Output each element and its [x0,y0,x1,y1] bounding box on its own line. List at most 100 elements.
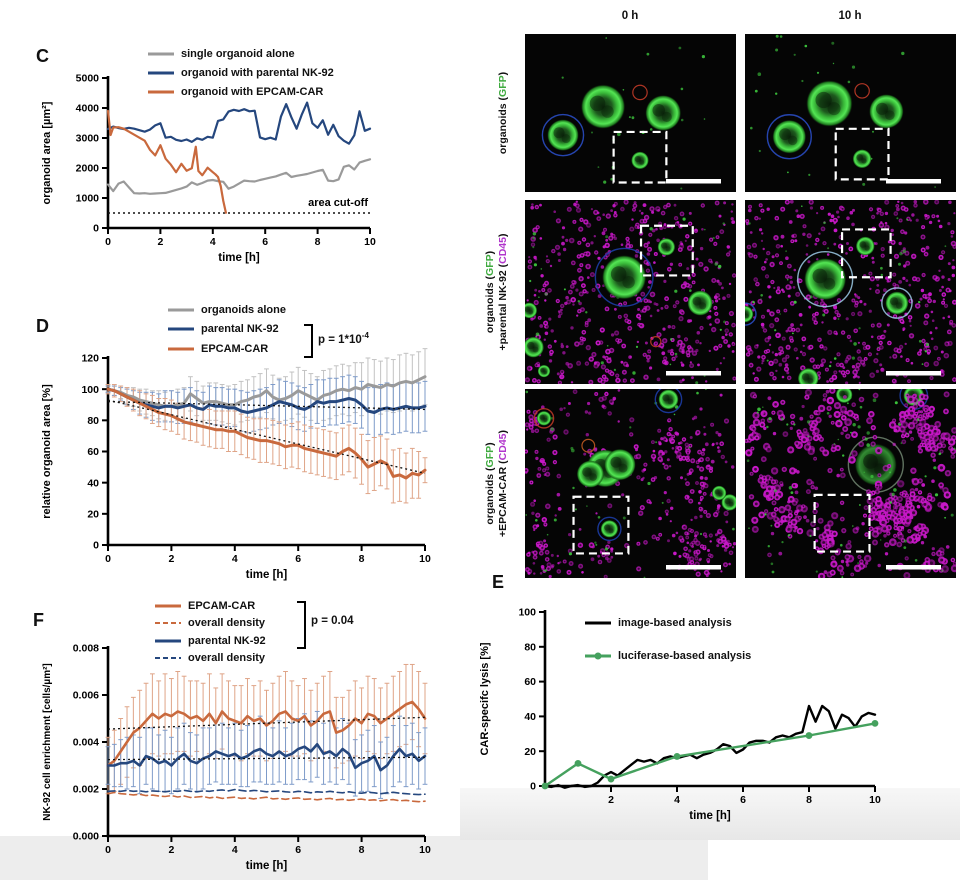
svg-text:0: 0 [93,540,99,552]
svg-text:time [h]: time [h] [246,860,288,872]
svg-text:0.002: 0.002 [73,784,99,796]
svg-text:100: 100 [81,384,99,396]
legend-label: EPCAM-CAR [201,342,269,355]
svg-text:80: 80 [87,415,99,427]
svg-text:time [h]: time [h] [218,252,260,264]
svg-text:120: 120 [81,353,99,365]
micro-image-parental-nk92-10h [745,200,956,384]
svg-text:10: 10 [419,844,431,856]
svg-text:20: 20 [524,746,536,758]
micro-image-epcam-car-10h [745,389,956,578]
legend-label: organoid with EPCAM-CAR [181,85,324,98]
legend-swatch-solid [585,652,611,659]
micro-image-organoids-10h [745,34,956,192]
micro-image-epcam-car-0h [525,389,736,578]
svg-text:2000: 2000 [76,163,100,175]
legend-swatch-solid [168,347,194,351]
svg-text:10: 10 [419,553,431,565]
legend-label: single organoid alone [181,47,295,60]
legend-label: organoid with parental NK-92 [181,66,334,79]
legend-swatch-solid [148,71,174,74]
legend-label: parental NK-92 [201,323,279,336]
svg-text:6: 6 [262,236,268,248]
legend-label: EPCAM-CAR [188,599,256,612]
micro-row-label-2: organoids (GFP) +parental NK-92 (CD45) [484,233,509,351]
legend-item: overall density [155,615,266,633]
legend-swatch-solid [155,639,181,643]
chart-relative-organoid-area: 0 20 40 60 80 100 120 0 2 4 6 8 10 time [h] relative o… [41,348,431,581]
panel-letter-f: F [33,610,44,630]
legend-item: single organoid alone [148,44,334,63]
svg-text:0: 0 [105,236,111,248]
chart-nk92-enrichment: 0.000 0.002 0.004 0.006 0.008 0 2 4 6 8 10 time [h]… [42,643,431,872]
svg-text:2: 2 [157,236,163,248]
svg-text:6: 6 [295,844,301,856]
legend-panel-f: EPCAM-CAR overall density parental NK-92 ov… [155,597,354,667]
svg-text:organoid area [µm²]: organoid area [µm²] [41,101,53,204]
p-value-label: p = 1*10-4 [318,330,369,346]
svg-text:3000: 3000 [76,133,100,145]
svg-text:CAR-specifc lysis [%]: CAR-specifc lysis [%] [479,642,491,755]
chart-car-specific-lysis: 0 20 40 60 80 100 2 4 6 8 10 time [h] CAR-specifc ly… [479,607,881,822]
svg-text:20: 20 [87,508,99,520]
page-gray-strip-left [0,836,708,880]
legend-swatch-solid [155,604,181,608]
legend-item: organoids alone [168,300,286,320]
legend-item: EPCAM-CAR [155,597,266,615]
legend-item: parental NK-92 [155,632,266,650]
svg-text:6: 6 [740,794,746,806]
legend-swatch-solid [585,621,611,624]
legend-swatch-solid [148,52,174,55]
legend-item: luciferase-based analysis [585,639,751,672]
svg-text:0: 0 [105,844,111,856]
legend-panel-e: image-based analysis luciferase-based ana… [585,606,751,672]
svg-text:8: 8 [359,553,365,565]
svg-text:time [h]: time [h] [246,569,288,581]
legend-item: organoid with parental NK-92 [148,63,334,82]
svg-text:0.008: 0.008 [73,643,99,655]
svg-text:80: 80 [524,641,536,653]
micro-col-header-0h: 0 h [621,10,639,22]
svg-text:0: 0 [105,553,111,565]
svg-text:40: 40 [87,477,99,489]
svg-text:0.006: 0.006 [73,690,99,702]
p-value-label: p = 0.04 [311,614,354,627]
legend-swatch-solid [168,327,194,331]
significance-bracket [304,323,313,358]
svg-text:4: 4 [674,794,680,806]
legend-label: overall density [188,617,266,630]
svg-text:5000: 5000 [76,73,100,85]
chart-organoid-area: 0 1000 2000 3000 4000 5000 0 2 4 6 8 10 time [h] orga… [41,73,376,264]
micro-row-label-3: organoids (GFP) +EPCAM-CAR (CD45) [484,429,509,538]
legend-swatch-solid [168,308,194,312]
legend-label: organoids alone [201,303,286,316]
svg-text:4: 4 [210,236,216,248]
legend-label: image-based analysis [618,616,732,629]
svg-text:60: 60 [524,676,536,688]
legend-panel-c: single organoid alone organoid with paren… [148,44,334,101]
svg-text:0.000: 0.000 [73,831,99,843]
svg-text:4: 4 [232,844,238,856]
svg-text:60: 60 [87,446,99,458]
legend-item: parental NK-92 [168,320,286,340]
svg-text:NK-92 cell enrichment [cells/µ: NK-92 cell enrichment [cells/µm²] [42,663,53,820]
svg-text:10: 10 [364,236,376,248]
micro-image-parental-nk92-0h [525,200,736,384]
micro-col-header-10h: 10 h [838,10,862,22]
svg-text:8: 8 [806,794,812,806]
svg-text:2: 2 [168,844,174,856]
micro-image-organoids-0h [525,34,736,192]
svg-text:100: 100 [518,607,536,619]
svg-text:relative organoid area [%]: relative organoid area [%] [41,384,53,519]
legend-swatch-dashed [155,657,181,660]
svg-text:2: 2 [168,553,174,565]
svg-text:time [h]: time [h] [689,810,731,822]
svg-text:8: 8 [359,844,365,856]
legend-swatch-dashed [155,622,181,625]
svg-text:0: 0 [530,781,536,793]
legend-swatch-solid [148,90,174,93]
svg-text:1000: 1000 [76,193,100,205]
svg-text:0: 0 [93,223,99,235]
legend-item: image-based analysis [585,606,751,639]
